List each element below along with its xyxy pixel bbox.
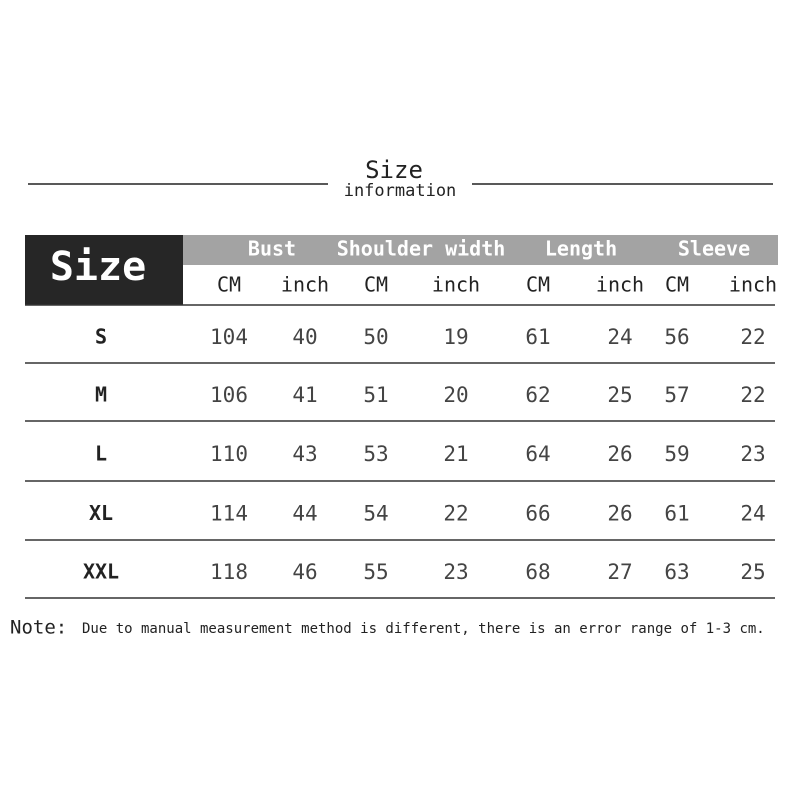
cell-value: 21 bbox=[443, 442, 468, 466]
cell-value: 22 bbox=[740, 325, 765, 349]
size-label: XXL bbox=[83, 560, 119, 584]
size-label: L bbox=[95, 442, 107, 466]
unit-header: inch bbox=[432, 273, 480, 297]
cell-value: 26 bbox=[607, 502, 632, 526]
cell-value: 64 bbox=[525, 442, 550, 466]
cell-value: 22 bbox=[740, 383, 765, 407]
cell-value: 54 bbox=[363, 502, 388, 526]
cell-value: 24 bbox=[607, 325, 632, 349]
cell-value: 23 bbox=[443, 560, 468, 584]
cell-value: 59 bbox=[664, 442, 689, 466]
cell-value: 55 bbox=[363, 560, 388, 584]
cell-value: 63 bbox=[664, 560, 689, 584]
cell-value: 25 bbox=[607, 383, 632, 407]
size-label: S bbox=[95, 325, 107, 349]
corner-label: Size bbox=[50, 244, 146, 290]
unit-header: inch bbox=[281, 273, 329, 297]
cell-value: 20 bbox=[443, 383, 468, 407]
cell-value: 61 bbox=[525, 325, 550, 349]
cell-value: 46 bbox=[292, 560, 317, 584]
cell-value: 24 bbox=[740, 502, 765, 526]
cell-value: 51 bbox=[363, 383, 388, 407]
cell-value: 41 bbox=[292, 383, 317, 407]
cell-value: 106 bbox=[210, 383, 248, 407]
group-header-bar bbox=[183, 235, 778, 265]
note-label: Note: bbox=[10, 617, 67, 639]
cell-value: 56 bbox=[664, 325, 689, 349]
title: Size bbox=[365, 156, 423, 184]
size-label: M bbox=[95, 383, 107, 407]
note-text: Due to manual measurement method is diff… bbox=[82, 621, 765, 637]
cell-value: 61 bbox=[664, 502, 689, 526]
cell-value: 62 bbox=[525, 383, 550, 407]
unit-header: CM bbox=[217, 273, 241, 297]
cell-value: 66 bbox=[525, 502, 550, 526]
cell-value: 118 bbox=[210, 560, 248, 584]
cell-value: 27 bbox=[607, 560, 632, 584]
unit-header: inch bbox=[729, 273, 777, 297]
cell-value: 40 bbox=[292, 325, 317, 349]
corner-box bbox=[25, 235, 183, 305]
cell-value: 68 bbox=[525, 560, 550, 584]
group-header: Shoulder width bbox=[337, 237, 506, 261]
cell-value: 22 bbox=[443, 502, 468, 526]
subtitle: information bbox=[344, 181, 457, 201]
cell-value: 26 bbox=[607, 442, 632, 466]
cell-value: 19 bbox=[443, 325, 468, 349]
unit-header: inch bbox=[596, 273, 644, 297]
cell-value: 43 bbox=[292, 442, 317, 466]
cell-value: 53 bbox=[363, 442, 388, 466]
unit-header: CM bbox=[665, 273, 689, 297]
group-header: Bust bbox=[248, 237, 296, 261]
cell-value: 44 bbox=[292, 502, 317, 526]
cell-value: 114 bbox=[210, 502, 248, 526]
group-header: Length bbox=[545, 237, 617, 261]
cell-value: 25 bbox=[740, 560, 765, 584]
cell-value: 104 bbox=[210, 325, 248, 349]
size-label: XL bbox=[89, 501, 113, 525]
cell-value: 57 bbox=[664, 383, 689, 407]
cell-value: 50 bbox=[363, 325, 388, 349]
cell-value: 110 bbox=[210, 442, 248, 466]
cell-value: 23 bbox=[740, 442, 765, 466]
group-header: Sleeve bbox=[678, 237, 750, 261]
unit-header: CM bbox=[526, 273, 550, 297]
unit-header: CM bbox=[364, 273, 388, 297]
